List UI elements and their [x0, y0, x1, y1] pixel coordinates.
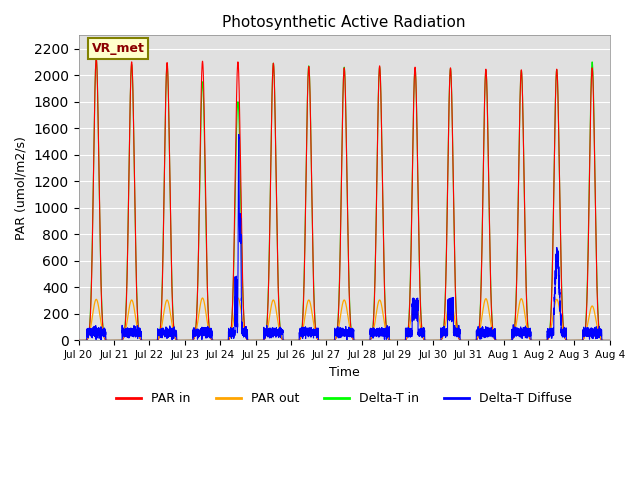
X-axis label: Time: Time: [329, 366, 360, 379]
Legend: PAR in, PAR out, Delta-T in, Delta-T Diffuse: PAR in, PAR out, Delta-T in, Delta-T Dif…: [111, 387, 577, 410]
Y-axis label: PAR (umol/m2/s): PAR (umol/m2/s): [15, 136, 28, 240]
Title: Photosynthetic Active Radiation: Photosynthetic Active Radiation: [223, 15, 466, 30]
Text: VR_met: VR_met: [92, 42, 145, 55]
